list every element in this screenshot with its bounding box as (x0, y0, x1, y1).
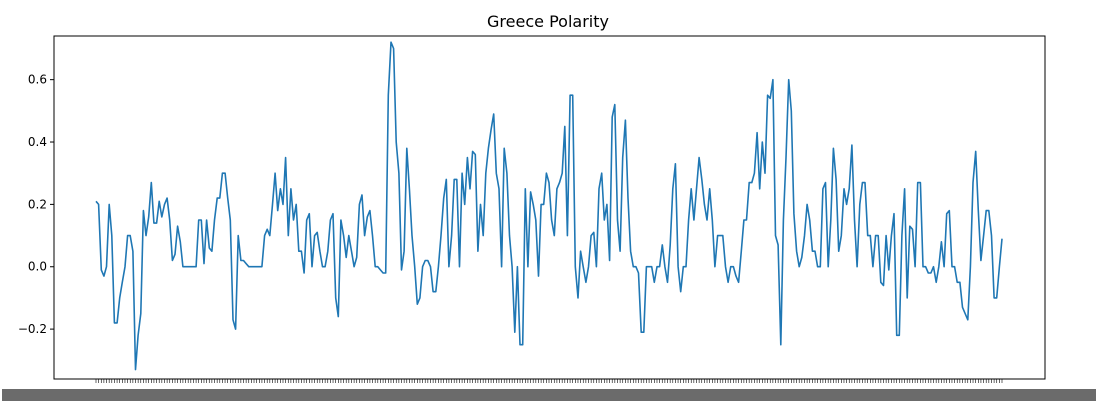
y-axis: −0.2 0.0 0.2 0.4 0.6 (18, 73, 54, 336)
x-tick-label-overlap (2, 389, 1096, 401)
plot-frame (53, 35, 1046, 380)
y-tick-label: 0.6 (28, 73, 47, 87)
series-group (95, 41, 1003, 371)
y-tick-label: 0.2 (28, 197, 47, 211)
chart-title: Greece Polarity (487, 12, 609, 31)
x-axis (2, 379, 1096, 401)
y-tick-label: 0.0 (28, 260, 47, 274)
y-tick-label: −0.2 (18, 322, 47, 336)
series-line-polarity (95, 41, 1003, 371)
y-tick-label: 0.4 (28, 135, 47, 149)
